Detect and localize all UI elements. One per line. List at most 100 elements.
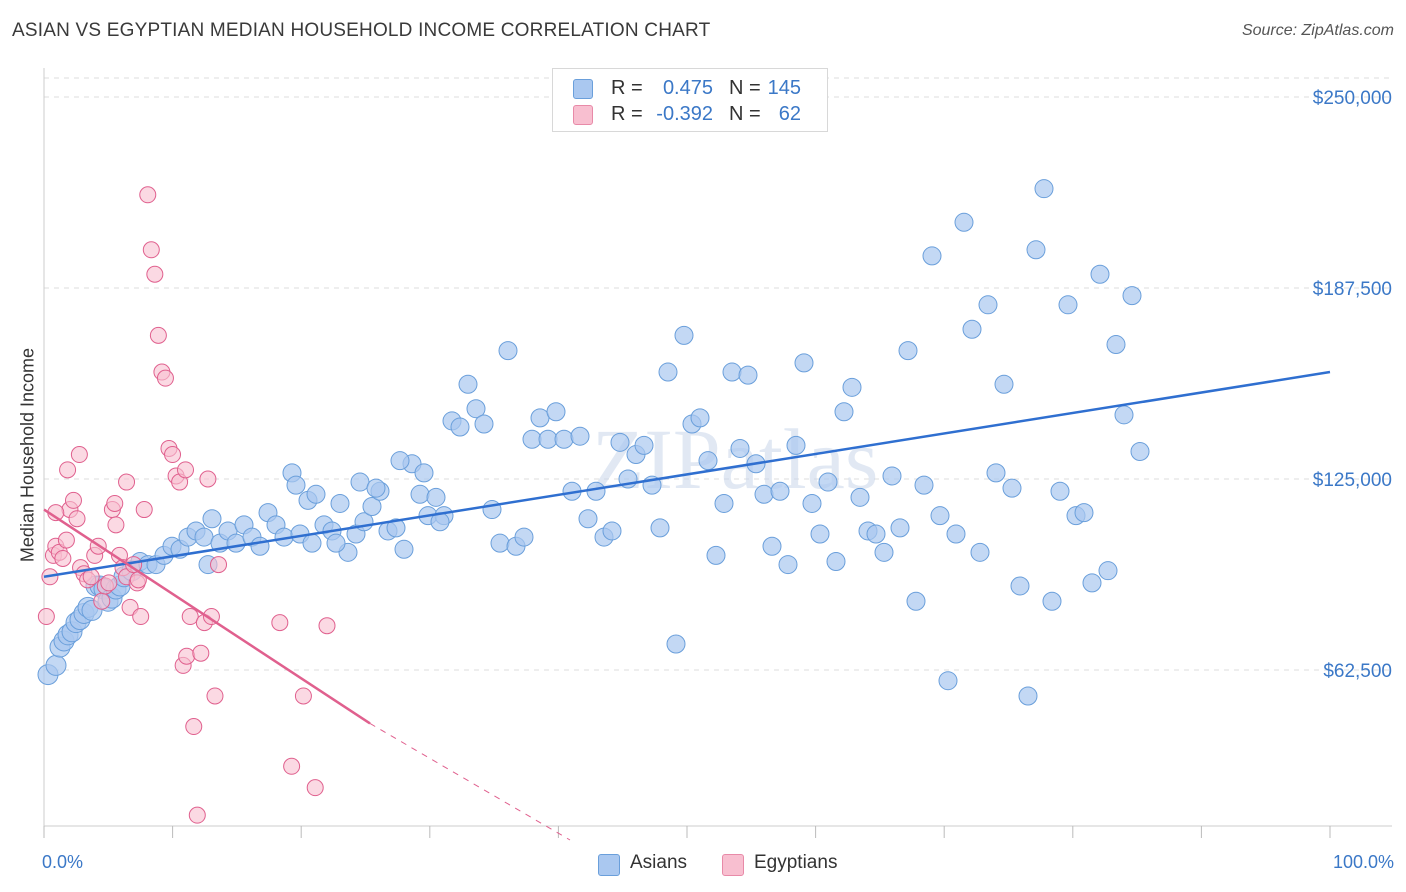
egyptian-point — [70, 446, 88, 464]
asian-point — [362, 497, 382, 517]
egyptian-point — [199, 470, 217, 488]
asian-point — [914, 475, 934, 495]
asians-trend-line — [43, 370, 1331, 579]
asian-point — [522, 429, 542, 449]
stats-legend: R = 0.475 N = 145 R = -0.392 N = 62 — [552, 68, 828, 132]
egyptian-point — [100, 574, 118, 592]
asian-point — [778, 555, 798, 575]
asian-point — [866, 524, 886, 544]
asian-point — [350, 472, 370, 492]
egyptian-point — [210, 556, 228, 574]
r-label: R = — [611, 103, 643, 125]
asian-point — [1082, 573, 1102, 593]
egyptian-point — [156, 369, 174, 387]
asian-point — [1074, 503, 1094, 523]
asian-point — [410, 484, 430, 504]
grid-lines — [44, 77, 1392, 671]
asian-point — [1090, 264, 1110, 284]
asian-point — [414, 463, 434, 483]
asian-point — [326, 533, 346, 553]
asians-legend-label: Asians — [630, 852, 688, 873]
asian-point — [826, 552, 846, 572]
asian-point — [1050, 481, 1070, 501]
asian-point — [962, 319, 982, 339]
chart-title: ASIAN VS EGYPTIAN MEDIAN HOUSEHOLD INCOM… — [12, 20, 711, 41]
r-value: -0.392 — [656, 103, 713, 125]
asian-point — [498, 341, 518, 361]
asian-point — [394, 539, 414, 559]
asian-point — [762, 536, 782, 556]
asian-point — [45, 654, 67, 676]
asian-point — [730, 438, 750, 458]
y-tick-label: $62,500 — [1323, 661, 1392, 682]
source-text: Source: ZipAtlas.com — [1241, 22, 1394, 39]
egyptian-point — [185, 718, 203, 736]
asian-point — [514, 527, 534, 547]
egyptians-legend-swatch — [722, 854, 744, 876]
n-label: N = — [729, 103, 761, 125]
asian-point — [226, 533, 246, 553]
y-tick-label: $250,000 — [1313, 88, 1392, 109]
asian-point — [714, 493, 734, 513]
egyptian-point — [318, 617, 336, 635]
asian-point — [802, 493, 822, 513]
egyptian-point — [64, 491, 82, 509]
asian-point — [994, 374, 1014, 394]
r-value: 0.475 — [662, 77, 713, 99]
asian-point — [306, 484, 326, 504]
egyptian-point — [107, 516, 125, 534]
asian-point — [674, 325, 694, 345]
asian-point — [922, 246, 942, 266]
asian-point — [1042, 591, 1062, 611]
egyptian-point — [106, 494, 124, 512]
asians-legend-swatch — [598, 854, 620, 876]
asian-point — [898, 341, 918, 361]
asian-point — [818, 472, 838, 492]
asian-point — [530, 408, 550, 428]
asian-point — [698, 451, 718, 471]
egyptian-point — [283, 757, 301, 775]
asian-point — [650, 518, 670, 538]
egyptian-point — [118, 473, 136, 491]
asian-point — [706, 545, 726, 565]
asian-point — [426, 487, 446, 507]
asian-point — [610, 432, 630, 452]
egyptian-point — [271, 614, 289, 632]
asian-point — [554, 429, 574, 449]
asian-point — [466, 399, 486, 419]
asian-point — [986, 463, 1006, 483]
asian-point — [722, 362, 742, 382]
egyptian-point — [206, 687, 224, 705]
egyptian-point — [59, 461, 77, 479]
egyptians-trend-line — [43, 508, 371, 725]
asian-point — [770, 481, 790, 501]
asian-point — [946, 524, 966, 544]
asian-point — [890, 518, 910, 538]
asian-point — [1002, 478, 1022, 498]
egyptian-point — [139, 186, 157, 204]
egyptian-point — [149, 326, 167, 344]
egyptian-point — [57, 531, 75, 549]
egyptian-point — [132, 608, 150, 626]
y-tick-label: $187,500 — [1313, 279, 1392, 300]
asian-point — [386, 518, 406, 538]
asian-point — [882, 466, 902, 486]
asian-point — [794, 353, 814, 373]
egyptians-points — [37, 186, 336, 824]
n-value: 62 — [778, 103, 801, 125]
asian-point — [850, 487, 870, 507]
egyptian-point — [164, 446, 182, 464]
asian-point — [874, 542, 894, 562]
asian-point — [286, 475, 306, 495]
egyptian-point — [294, 687, 312, 705]
asian-point — [906, 591, 926, 611]
egyptian-point — [192, 644, 210, 662]
egyptians-swatch — [573, 105, 593, 125]
asian-point — [834, 402, 854, 422]
egyptian-point — [146, 265, 164, 283]
trend-lines — [43, 370, 1331, 841]
x-tick-max: 100.0% — [1332, 852, 1394, 872]
egyptians-trend-extension — [369, 723, 571, 841]
egyptian-point — [93, 592, 111, 610]
egyptian-point — [181, 608, 199, 626]
